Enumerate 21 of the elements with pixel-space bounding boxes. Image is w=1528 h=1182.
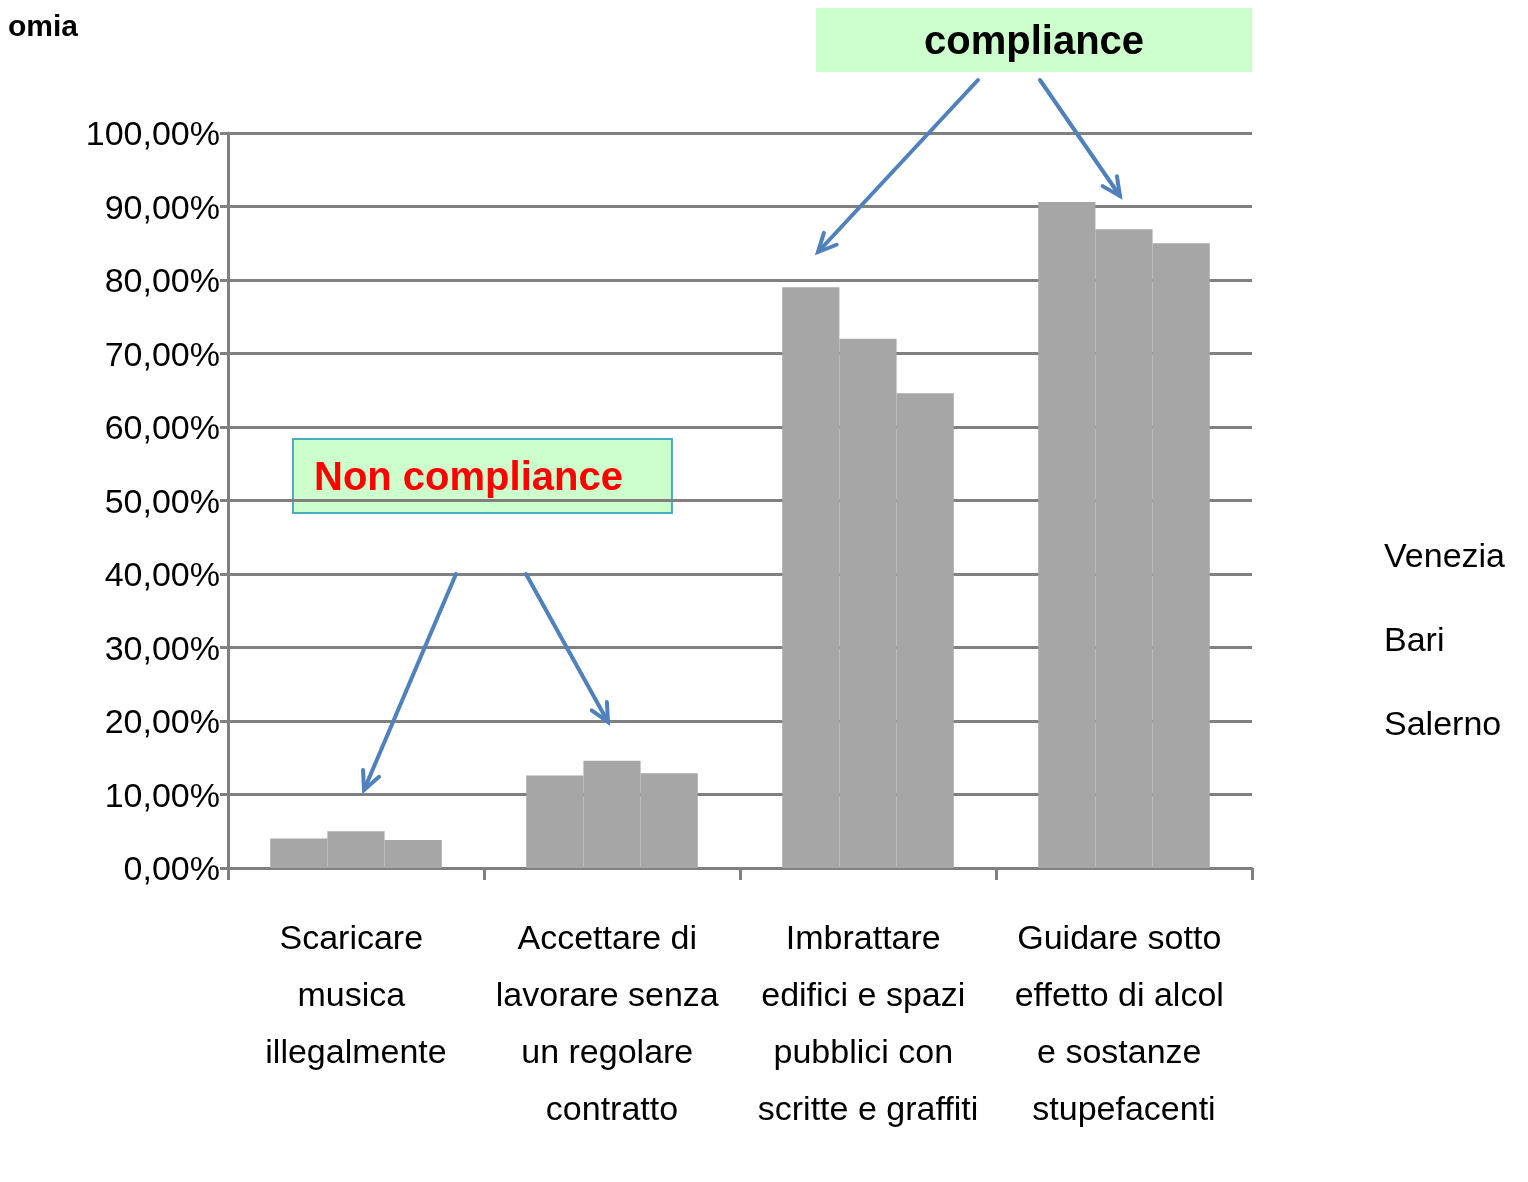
text: Salerno <box>1384 704 1502 742</box>
y-tick-label: 50,00% <box>104 481 220 520</box>
y-tick-label: 80,00% <box>104 261 220 299</box>
text: omia <box>8 8 79 42</box>
y-tick-label: 20,00% <box>104 702 220 740</box>
y-tick-label: 30,00% <box>104 628 220 667</box>
y-tick-label: 70,00% <box>104 334 220 373</box>
text: compliance <box>924 18 1145 62</box>
x-tick-label: Imbrattare edifici e spazi pubblici con scritte e graffiti <box>757 917 979 1127</box>
y-tick-label: 60,00% <box>104 408 220 446</box>
x-tick-label: Guidare sotto effetto di alcol e sostanze stupefacenti <box>1014 917 1234 1127</box>
y-tick-label: 90,00% <box>104 187 220 226</box>
x-tick-label: Accettare di lavorare senza un regolare contratto <box>495 917 729 1127</box>
y-tick-label: 0,00% <box>123 849 220 887</box>
y-tick-label: 40,00% <box>104 555 220 593</box>
text: Venezia <box>1384 536 1506 574</box>
y-tick-label: 10,00% <box>104 775 220 814</box>
x-tick-label: Scaricare musica illegalmente <box>265 917 447 1070</box>
annotation: Non compliance <box>314 454 623 498</box>
text: Bari <box>1384 620 1445 658</box>
y-tick-label: 100,00% <box>85 114 220 152</box>
